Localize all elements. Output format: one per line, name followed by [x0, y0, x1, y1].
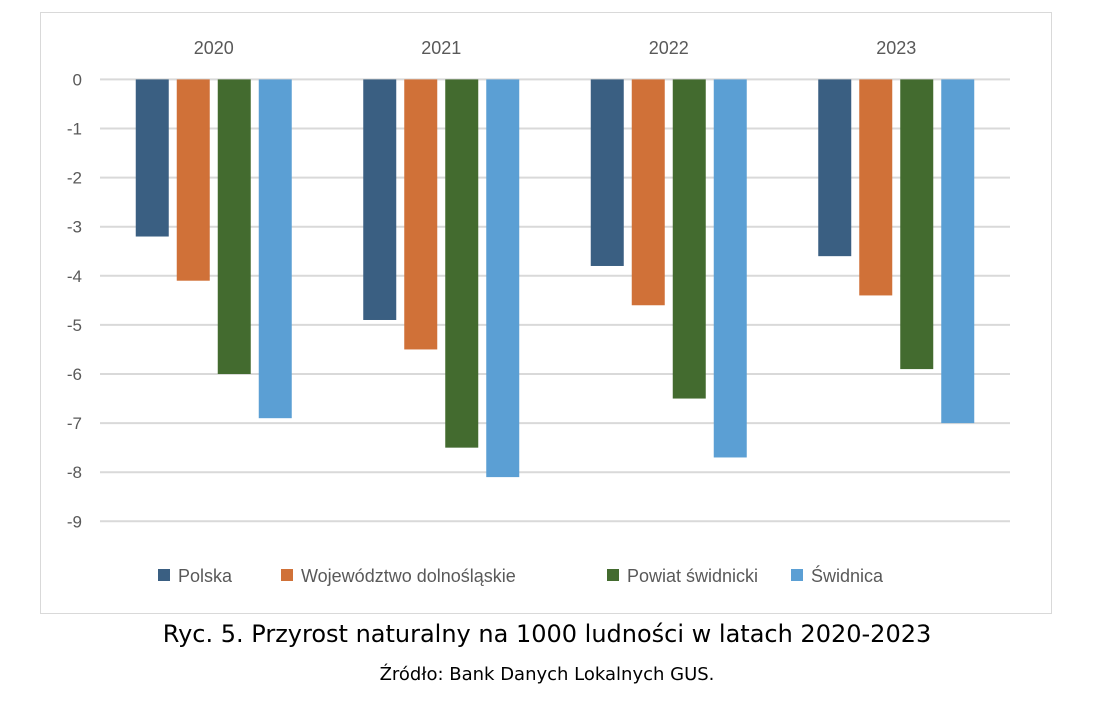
y-tick-label: -1 [67, 120, 82, 139]
bar-województwo-dolnośląskie [176, 79, 210, 281]
bar-powiat-świdnicki [445, 79, 479, 448]
y-tick-label: 0 [73, 70, 82, 89]
bar-świdnica [486, 79, 520, 478]
y-tick-label: -6 [67, 365, 82, 384]
legend-swatch [158, 569, 170, 581]
legend-label: Polska [178, 566, 233, 586]
legend-label: Województwo dolnośląskie [301, 566, 516, 586]
legend-swatch [607, 569, 619, 581]
bar-świdnica [941, 79, 975, 424]
bar-świdnica [258, 79, 292, 419]
bar-chart: 0 -1 -2 -3 -4 -5 -6 -7 -8 -9 2020 2021 2022 2023 Polsk… [67, 38, 1010, 586]
legend-swatch [791, 569, 803, 581]
bar-województwo-dolnośląskie [859, 79, 893, 296]
bar-polska [363, 79, 397, 320]
y-tick-label: -7 [67, 414, 82, 433]
bar-powiat-świdnicki [672, 79, 706, 399]
x-category-label: 2021 [421, 38, 461, 58]
bar-województwo-dolnośląskie [631, 79, 665, 306]
legend-label: Powiat świdnicki [627, 566, 758, 586]
y-tick-label: -4 [67, 267, 82, 286]
bar-województwo-dolnośląskie [404, 79, 438, 350]
bar-powiat-świdnicki [900, 79, 934, 370]
bar-polska [590, 79, 624, 266]
x-category-label: 2022 [649, 38, 689, 58]
y-tick-label: -8 [67, 463, 82, 482]
y-tick-label: -9 [67, 512, 82, 531]
bar-świdnica [713, 79, 747, 458]
bar-powiat-świdnicki [217, 79, 251, 375]
x-category-label: 2023 [876, 38, 916, 58]
y-tick-label: -2 [67, 169, 82, 188]
bar-polska [818, 79, 852, 257]
legend-swatch [281, 569, 293, 581]
y-tick-label: -3 [67, 218, 82, 237]
chart-source: Źródło: Bank Danych Lokalnych GUS. [379, 664, 715, 685]
y-tick-label: -5 [67, 316, 82, 335]
legend-label: Świdnica [811, 565, 884, 586]
chart-frame [40, 12, 1052, 614]
bar-polska [135, 79, 169, 237]
x-category-label: 2020 [194, 38, 234, 58]
chart-caption: Ryc. 5. Przyrost naturalny na 1000 ludno… [162, 620, 932, 648]
